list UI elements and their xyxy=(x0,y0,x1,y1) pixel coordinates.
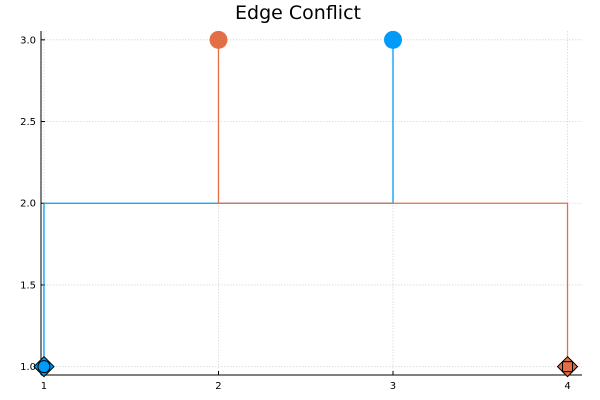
overlay-circle-marker xyxy=(37,360,51,374)
series-1-end-marker xyxy=(383,30,402,49)
y-tick-label: 2.5 xyxy=(20,117,36,128)
x-tick-label: 2 xyxy=(215,381,221,392)
y-tick-label: 1.5 xyxy=(20,280,36,291)
series-2-end-marker xyxy=(209,30,228,49)
chart-title: Edge Conflict xyxy=(235,2,361,24)
x-tick-label: 1 xyxy=(41,381,47,392)
series-line-2 xyxy=(217,39,569,367)
series-lines xyxy=(43,39,569,367)
y-tick-label: 3.0 xyxy=(20,35,36,46)
x-tick-label: 3 xyxy=(390,381,396,392)
overlay-square-marker xyxy=(562,361,574,373)
y-tick-label: 1.0 xyxy=(20,362,36,373)
y-tick-label: 2.0 xyxy=(20,199,36,210)
markers xyxy=(33,30,579,378)
x-tick-label: 4 xyxy=(564,381,570,392)
tick-labels: 1 2 3 4 1.0 1.5 2.0 2.5 3.0 xyxy=(20,35,571,392)
